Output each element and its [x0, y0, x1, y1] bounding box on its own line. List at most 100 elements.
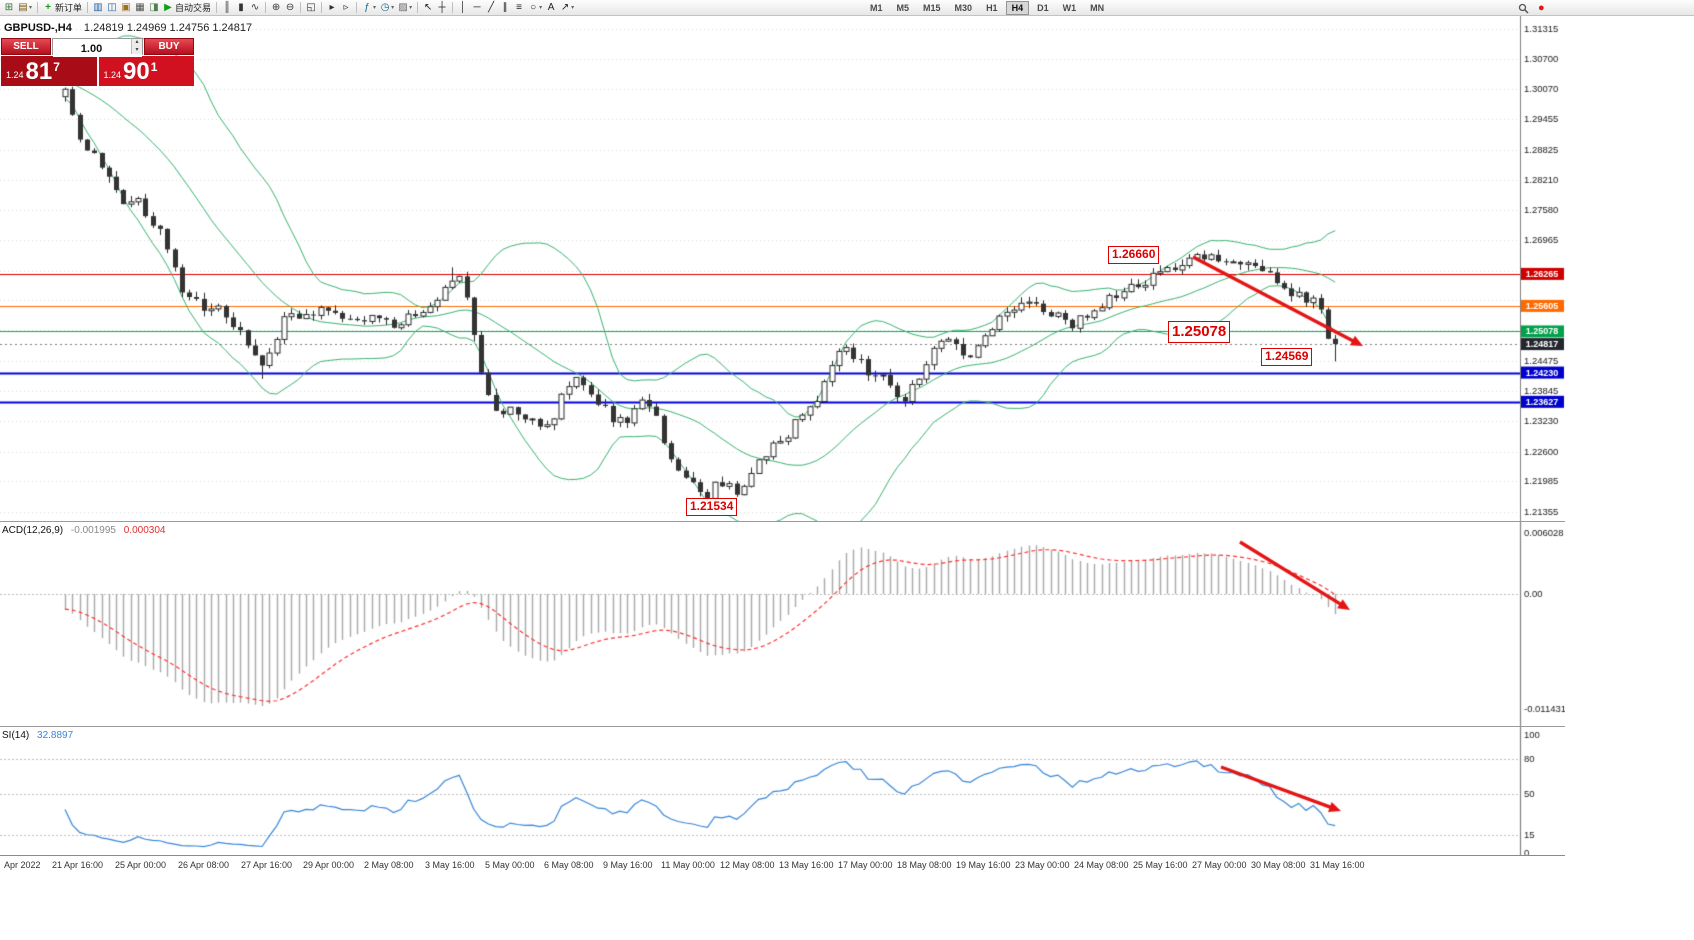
toolbar-separator — [265, 2, 267, 13]
search-icon[interactable] — [1516, 1, 1531, 15]
data-window-icon[interactable]: ◫ — [105, 1, 119, 15]
macd-main-value: -0.001995 — [70, 525, 116, 536]
navigator-icon: ▣ — [121, 1, 131, 13]
strategy-tester-icon[interactable]: ◨ — [147, 1, 161, 15]
price-label-annotation[interactable]: 1.24569 — [1261, 348, 1313, 366]
volume-field: ▴ ▾ — [52, 38, 143, 57]
dropdown-caret-icon: ▾ — [409, 5, 413, 11]
volume-input[interactable] — [53, 41, 142, 57]
trade-controls-row: SELL ▴ ▾ BUY — [1, 38, 194, 57]
price-label-annotation[interactable]: 1.25078 — [1168, 321, 1231, 343]
vertical-line-icon: │ — [459, 1, 467, 13]
timeframe-group: M1 M5 M15 M30 H1 H4 D1 W1 MN — [863, 1, 1111, 15]
zoom-in-icon: ⊕ — [271, 1, 281, 13]
timeframe-m1-button[interactable]: M1 — [864, 1, 889, 15]
terminal-icon[interactable]: ▦ — [133, 1, 147, 15]
timeframe-w1-button[interactable]: W1 — [1057, 1, 1083, 15]
buy-price-big: 90 — [123, 58, 150, 85]
chart-window[interactable]: Apr 2022 21 Apr 16:00 25 Apr 00:00 26 Apr 0… — [0, 16, 1694, 940]
toolbar-items: ⊞ ▤ ▾ + 新订单 ▥ ◫ ▣ ▦ ◨ ▶ 自动交易 ║ ▮ ∿ ⊕ ⊖ ◱ ▸ ▹ ƒ ▾ ◷ ▾ ▨ ▾ ↖ ┼ │ ─ ╱ ∥ ≡ ○ ▾… — [2, 0, 576, 15]
timeframe-h1-button[interactable]: H1 — [980, 1, 1004, 15]
auto-trading-play-icon: ▶ — [164, 1, 172, 13]
new-chart-icon[interactable]: ⊞ — [2, 1, 16, 15]
profiles-icon[interactable]: ▤ ▾ — [16, 1, 34, 15]
timeframe-m15-button[interactable]: M15 — [917, 1, 947, 15]
line-chart-icon[interactable]: ∿ — [248, 1, 262, 15]
price-label-annotation[interactable]: 1.26660 — [1108, 246, 1160, 264]
timeframe-h4-button[interactable]: H4 — [1005, 1, 1030, 15]
auto-scroll-icon[interactable]: ▸ — [325, 1, 339, 15]
pane-separator[interactable] — [0, 521, 1565, 522]
shapes-icon[interactable]: ○ ▾ — [526, 1, 544, 15]
indicators-icon: ƒ — [364, 1, 370, 13]
volume-up-button[interactable]: ▴ — [132, 39, 142, 47]
chart-shift-icon[interactable]: ▹ — [339, 1, 353, 15]
time-axis[interactable]: Apr 2022 21 Apr 16:00 25 Apr 00:00 26 Apr 0… — [0, 855, 1565, 874]
macd-signal-value: 0.000304 — [123, 525, 166, 536]
time-axis-label: 13 May 16:00 — [779, 860, 834, 870]
auto-scroll-icon: ▸ — [329, 1, 335, 13]
trendline-icon[interactable]: ╱ — [484, 1, 498, 15]
rsi-value: 32.8897 — [37, 730, 74, 741]
horizontal-line-icon[interactable]: ─ — [470, 1, 484, 15]
timeframe-mn-button[interactable]: MN — [1084, 1, 1110, 15]
vertical-line-icon[interactable]: │ — [456, 1, 470, 15]
bars-chart-icon[interactable]: ║ — [220, 1, 234, 15]
ohlc-values: 1.24819 1.24969 1.24756 1.24817 — [83, 22, 253, 34]
data-window-icon: ◫ — [107, 1, 117, 13]
dropdown-caret-icon: ▾ — [373, 5, 377, 11]
time-axis-label: 24 May 08:00 — [1074, 860, 1129, 870]
time-axis-label: 25 Apr 00:00 — [115, 860, 167, 870]
volume-down-button[interactable]: ▾ — [132, 46, 142, 54]
arrow-object-icon[interactable]: ↗ ▾ — [558, 1, 576, 15]
sell-price-display[interactable]: 1.24 81 7 — [1, 56, 97, 86]
buy-button[interactable]: BUY — [144, 38, 194, 55]
time-axis-label: 29 Apr 00:00 — [303, 860, 355, 870]
zoom-out-icon[interactable]: ⊖ — [283, 1, 297, 15]
auto-trading-button[interactable]: ▶ 自动交易 — [161, 1, 213, 15]
timeframe-d1-button[interactable]: D1 — [1031, 1, 1055, 15]
channel-icon[interactable]: ∥ — [498, 1, 512, 15]
candles-chart-icon[interactable]: ▮ — [234, 1, 248, 15]
pane-separator[interactable] — [0, 726, 1565, 727]
time-axis-label: 19 May 16:00 — [956, 860, 1011, 870]
status-red-ball-icon[interactable]: ● — [1538, 2, 1545, 14]
toolbar-separator — [452, 2, 454, 13]
price-label-annotation[interactable]: 1.21534 — [686, 498, 738, 516]
buy-price-display[interactable]: 1.24 90 1 — [98, 56, 194, 86]
templates-icon[interactable]: ▨ ▾ — [396, 1, 414, 15]
market-watch-icon[interactable]: ▥ — [91, 1, 105, 15]
periods-icon: ◷ — [380, 1, 390, 13]
strategy-tester-icon: ◨ — [149, 1, 159, 13]
arrow-object-icon: ↗ — [560, 1, 570, 13]
time-axis-label: 26 Apr 08:00 — [178, 860, 230, 870]
dropdown-caret-icon: ▾ — [539, 5, 543, 11]
new-order-button[interactable]: + 新订单 — [41, 1, 84, 15]
time-axis-label: 30 May 08:00 — [1251, 860, 1306, 870]
macd-pane-canvas[interactable] — [0, 522, 1565, 726]
timeframe-m30-button[interactable]: M30 — [949, 1, 979, 15]
zoom-in-icon[interactable]: ⊕ — [269, 1, 283, 15]
indicators-icon[interactable]: ƒ ▾ — [360, 1, 378, 15]
timeframe-m5-button[interactable]: M5 — [891, 1, 916, 15]
sell-price-sup: 7 — [53, 60, 60, 74]
toolbar-separator — [321, 2, 323, 13]
tile-windows-icon[interactable]: ◱ — [304, 1, 318, 15]
toolbar-separator — [37, 2, 39, 13]
crosshair-icon: ┼ — [438, 1, 446, 13]
rsi-pane-canvas[interactable] — [0, 727, 1565, 855]
rsi-label: SI(14) 32.8897 — [2, 730, 73, 741]
crosshair-icon[interactable]: ┼ — [435, 1, 449, 15]
dropdown-caret-icon: ▾ — [29, 5, 33, 11]
price-pane-canvas[interactable] — [0, 16, 1565, 521]
text-label-icon[interactable]: A — [544, 1, 558, 15]
sell-button[interactable]: SELL — [1, 38, 51, 55]
navigator-icon[interactable]: ▣ — [119, 1, 133, 15]
fibonacci-icon[interactable]: ≡ — [512, 1, 526, 15]
periods-icon[interactable]: ◷ ▾ — [378, 1, 396, 15]
terminal-icon: ▦ — [135, 1, 145, 13]
dropdown-caret-icon: ▾ — [571, 5, 575, 11]
channel-icon: ∥ — [502, 1, 508, 13]
cursor-icon[interactable]: ↖ — [421, 1, 435, 15]
